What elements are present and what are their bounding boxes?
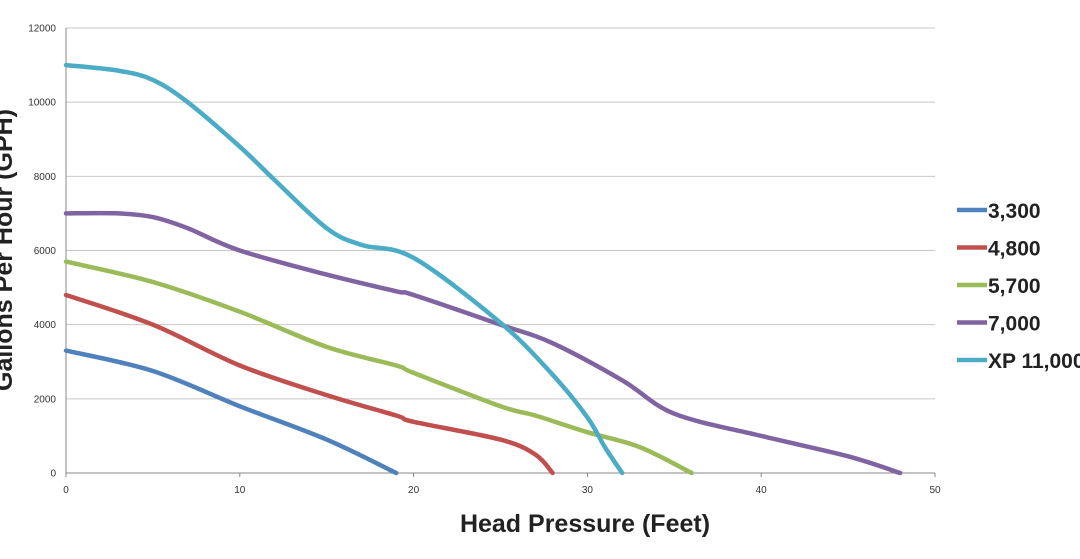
gridlines bbox=[66, 27, 935, 400]
x-tick-labels: 0 10 20 30 40 50 bbox=[63, 473, 941, 496]
series-line bbox=[63, 292, 555, 476]
y-tick-label: 4000 bbox=[34, 320, 57, 331]
legend-label: 4,800 bbox=[988, 238, 1041, 261]
series-lines bbox=[63, 62, 903, 476]
x-tick-label: 20 bbox=[408, 485, 420, 496]
y-axis-title: Gallons Per Hour (GPH) bbox=[0, 109, 18, 391]
y-tick-label: 6000 bbox=[34, 246, 57, 257]
x-axis-title: Head Pressure (Feet) bbox=[460, 510, 710, 538]
x-tick-label: 50 bbox=[929, 485, 941, 496]
y-tick-label: 0 bbox=[50, 469, 56, 480]
x-tick-label: 10 bbox=[234, 485, 246, 496]
x-tick-label: 0 bbox=[63, 485, 69, 496]
y-tick-label: 2000 bbox=[34, 394, 57, 405]
legend-label: 3,300 bbox=[988, 200, 1041, 223]
axes bbox=[65, 28, 935, 474]
series-line bbox=[63, 348, 399, 476]
series-line bbox=[63, 259, 694, 476]
y-tick-label: 12000 bbox=[28, 24, 56, 35]
series-line bbox=[63, 62, 625, 476]
series-line bbox=[63, 210, 903, 476]
y-tick-label: 8000 bbox=[34, 172, 57, 183]
legend-label: 7,000 bbox=[988, 313, 1041, 336]
legend-label: 5,700 bbox=[988, 275, 1041, 298]
legend-label: XP 11,000 bbox=[988, 350, 1080, 373]
y-tick-labels: 0 2000 4000 6000 8000 10000 12000 bbox=[28, 24, 56, 480]
x-tick-label: 40 bbox=[756, 485, 768, 496]
legend: 3,300 4,800 5,700 7,000 XP 11,000 bbox=[957, 200, 1080, 373]
x-tick-label: 30 bbox=[582, 485, 594, 496]
y-tick-label: 10000 bbox=[28, 98, 56, 109]
